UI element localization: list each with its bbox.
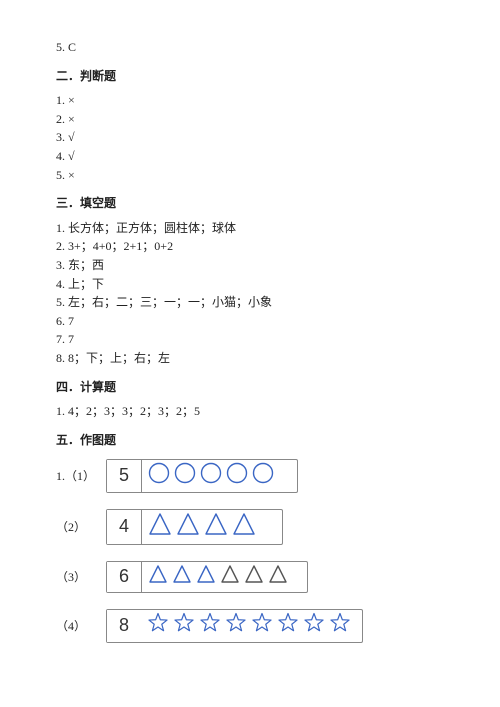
star-icon — [225, 612, 247, 640]
section5-figures: 1.（1）5 （2）4 （3）6 （4）8 — [56, 459, 444, 643]
circle-icon — [174, 462, 196, 490]
figure-box: 5 — [106, 459, 298, 493]
figure-row: （3）6 — [56, 561, 444, 593]
answer-line: 2. 3+；4+0；2+1；0+2 — [56, 237, 444, 256]
circle-icon — [252, 462, 274, 490]
circle-icon — [200, 462, 222, 490]
circle-icon — [148, 462, 170, 490]
section4-list: 1. 4；2；3；3；2；3；2；5 — [56, 402, 444, 421]
answer-line: 1. 长方体；正方体；圆柱体；球体 — [56, 219, 444, 238]
figure-row: （4）8 — [56, 609, 444, 643]
answer-line: 5. × — [56, 166, 444, 185]
figure-label: （2） — [56, 518, 106, 537]
star-icon — [303, 612, 325, 640]
answer-line: 6. 7 — [56, 312, 444, 331]
figure-shapes — [141, 610, 359, 642]
triangle-icon — [220, 564, 240, 590]
section4-title: 四．计算题 — [56, 378, 444, 397]
star-icon — [199, 612, 221, 640]
figure-number: 8 — [107, 610, 141, 642]
answer-line: 3. √ — [56, 128, 444, 147]
star-icon — [251, 612, 273, 640]
figure-shapes — [142, 460, 282, 492]
triangle-icon — [196, 564, 216, 590]
star-icon — [173, 612, 195, 640]
figure-number: 4 — [107, 510, 142, 544]
pre-answer-line: 5. C — [56, 38, 444, 57]
figure-number: 6 — [107, 562, 142, 592]
section5-title: 五．作图题 — [56, 431, 444, 450]
figure-label: 1.（1） — [56, 467, 106, 486]
answer-line: 7. 7 — [56, 330, 444, 349]
star-icon — [277, 612, 299, 640]
figure-row: （2）4 — [56, 509, 444, 545]
triangle-icon — [268, 564, 288, 590]
star-icon — [329, 612, 351, 640]
answer-line: 3. 东；西 — [56, 256, 444, 275]
answer-line: 5. 左；右；二；三；一；一；小猫；小象 — [56, 293, 444, 312]
figure-box: 8 — [106, 609, 363, 643]
figure-label: （4） — [56, 617, 106, 636]
figure-shapes — [142, 562, 296, 592]
figure-number: 5 — [107, 460, 142, 492]
section2-list: 1. ×2. ×3. √4. √5. × — [56, 91, 444, 184]
section3-title: 三．填空题 — [56, 194, 444, 213]
triangle-icon — [176, 512, 200, 542]
circle-icon — [226, 462, 248, 490]
triangle-icon — [244, 564, 264, 590]
answer-line: 4. 上；下 — [56, 275, 444, 294]
star-icon — [147, 612, 169, 640]
figure-shapes — [142, 510, 264, 544]
triangle-icon — [172, 564, 192, 590]
figure-label: （3） — [56, 568, 106, 587]
answer-line: 2. × — [56, 110, 444, 129]
figure-box: 6 — [106, 561, 308, 593]
triangle-icon — [204, 512, 228, 542]
triangle-icon — [232, 512, 256, 542]
answer-line: 4. √ — [56, 147, 444, 166]
section3-list: 1. 长方体；正方体；圆柱体；球体2. 3+；4+0；2+1；0+23. 东；西… — [56, 219, 444, 368]
triangle-icon — [148, 512, 172, 542]
section2-title: 二．判断题 — [56, 67, 444, 86]
figure-box: 4 — [106, 509, 283, 545]
answer-line: 1. 4；2；3；3；2；3；2；5 — [56, 402, 444, 421]
answer-line: 8. 8；下；上；右；左 — [56, 349, 444, 368]
answer-line: 1. × — [56, 91, 444, 110]
triangle-icon — [148, 564, 168, 590]
figure-row: 1.（1）5 — [56, 459, 444, 493]
